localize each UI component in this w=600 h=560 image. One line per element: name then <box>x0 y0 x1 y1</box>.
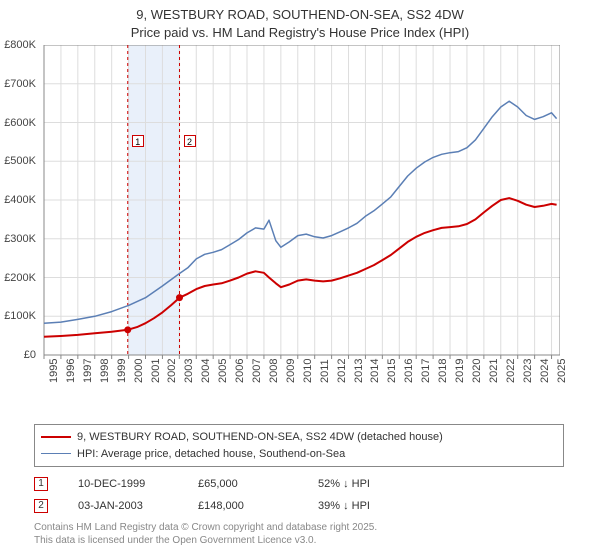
y-tick-label: £400K <box>4 194 36 206</box>
footer-attribution: Contains HM Land Registry data © Crown c… <box>34 521 600 547</box>
y-tick-label: £200K <box>4 272 36 284</box>
x-tick-label: 2007 <box>251 359 263 383</box>
legend-label-hpi: HPI: Average price, detached house, Sout… <box>77 446 345 463</box>
sale-marker-on-chart: 2 <box>184 135 196 147</box>
sale-date: 03-JAN-2003 <box>78 500 168 512</box>
x-tick-label: 2009 <box>285 359 297 383</box>
y-tick-label: £300K <box>4 233 36 245</box>
x-tick-label: 2018 <box>437 359 449 383</box>
sale-delta: 39% ↓ HPI <box>318 500 408 512</box>
x-tick-label: 2004 <box>200 359 212 383</box>
x-tick-label: 2001 <box>150 359 162 383</box>
title-line2: Price paid vs. HM Land Registry's House … <box>0 24 600 42</box>
x-tick-label: 2002 <box>166 359 178 383</box>
x-tick-label: 2022 <box>505 359 517 383</box>
x-tick-label: 2005 <box>217 359 229 383</box>
sale-price: £65,000 <box>198 478 288 490</box>
legend-box: 9, WESTBURY ROAD, SOUTHEND-ON-SEA, SS2 4… <box>34 424 564 467</box>
x-tick-label: 2019 <box>454 359 466 383</box>
chart-svg <box>0 45 560 385</box>
sale-date: 10-DEC-1999 <box>78 478 168 490</box>
sale-marker-icon: 2 <box>34 499 48 513</box>
x-tick-label: 1997 <box>82 359 94 383</box>
x-tick-label: 2013 <box>353 359 365 383</box>
sales-table: 1 10-DEC-1999 £65,000 52% ↓ HPI 2 03-JAN… <box>34 477 600 513</box>
y-tick-label: £500K <box>4 155 36 167</box>
x-tick-label: 2008 <box>268 359 280 383</box>
y-tick-label: £800K <box>4 39 36 51</box>
title-line1: 9, WESTBURY ROAD, SOUTHEND-ON-SEA, SS2 4… <box>0 6 600 24</box>
legend-row-price: 9, WESTBURY ROAD, SOUTHEND-ON-SEA, SS2 4… <box>41 429 557 446</box>
sale-row: 2 03-JAN-2003 £148,000 39% ↓ HPI <box>34 499 600 513</box>
x-tick-label: 2025 <box>556 359 568 383</box>
x-tick-label: 1998 <box>99 359 111 383</box>
x-tick-label: 2011 <box>319 359 331 383</box>
legend-row-hpi: HPI: Average price, detached house, Sout… <box>41 446 557 463</box>
y-tick-label: £700K <box>4 78 36 90</box>
x-tick-label: 1999 <box>116 359 128 383</box>
sale-price: £148,000 <box>198 500 288 512</box>
x-tick-label: 2010 <box>302 359 314 383</box>
x-tick-label: 2015 <box>386 359 398 383</box>
legend-swatch-hpi <box>41 453 71 454</box>
x-tick-label: 2012 <box>336 359 348 383</box>
x-tick-label: 2006 <box>234 359 246 383</box>
sale-marker-icon: 1 <box>34 477 48 491</box>
x-tick-label: 1996 <box>65 359 77 383</box>
footer-line1: Contains HM Land Registry data © Crown c… <box>34 521 600 534</box>
x-tick-label: 2020 <box>471 359 483 383</box>
x-tick-label: 2024 <box>539 359 551 383</box>
chart-title: 9, WESTBURY ROAD, SOUTHEND-ON-SEA, SS2 4… <box>0 0 600 41</box>
x-tick-label: 2016 <box>403 359 415 383</box>
x-tick-label: 2017 <box>420 359 432 383</box>
y-tick-label: £600K <box>4 117 36 129</box>
x-tick-label: 2021 <box>488 359 500 383</box>
x-tick-label: 2000 <box>133 359 145 383</box>
legend-label-price: 9, WESTBURY ROAD, SOUTHEND-ON-SEA, SS2 4… <box>77 429 443 446</box>
x-tick-label: 2014 <box>369 359 381 383</box>
y-tick-label: £0 <box>24 349 36 361</box>
footer-line2: This data is licensed under the Open Gov… <box>34 534 600 547</box>
x-tick-label: 2003 <box>183 359 195 383</box>
legend-swatch-price <box>41 436 71 438</box>
chart-area: £0£100K£200K£300K£400K£500K£600K£700K£80… <box>0 45 560 420</box>
sale-marker-on-chart: 1 <box>132 135 144 147</box>
x-tick-label: 1995 <box>48 359 60 383</box>
sale-delta: 52% ↓ HPI <box>318 478 408 490</box>
y-tick-label: £100K <box>4 310 36 322</box>
sale-row: 1 10-DEC-1999 £65,000 52% ↓ HPI <box>34 477 600 491</box>
x-tick-label: 2023 <box>522 359 534 383</box>
